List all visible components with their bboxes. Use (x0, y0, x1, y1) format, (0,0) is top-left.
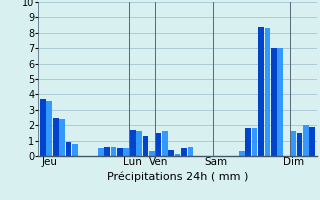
Bar (258, 27, 264, 156)
Bar (130, 130, 136, 156)
Bar (124, 148, 129, 156)
Bar (156, 133, 161, 156)
Bar (162, 131, 168, 156)
Bar (98, 148, 103, 156)
Bar (188, 147, 193, 156)
Bar (136, 131, 142, 156)
Bar (72, 144, 78, 156)
Bar (46, 101, 52, 156)
Bar (168, 150, 174, 156)
Bar (290, 131, 296, 156)
Bar (271, 48, 277, 156)
Bar (297, 133, 302, 156)
Bar (245, 128, 251, 156)
Bar (66, 142, 71, 156)
Bar (149, 151, 155, 156)
Bar (252, 128, 258, 156)
Bar (175, 154, 180, 156)
Bar (181, 148, 187, 156)
Bar (117, 148, 123, 156)
Bar (277, 48, 283, 156)
Bar (309, 127, 315, 156)
Bar (59, 119, 65, 156)
Bar (111, 147, 116, 156)
Bar (40, 99, 46, 156)
Bar (239, 151, 244, 156)
Bar (53, 117, 59, 156)
Bar (265, 28, 270, 156)
X-axis label: Précipitations 24h ( mm ): Précipitations 24h ( mm ) (107, 172, 248, 182)
Bar (303, 125, 309, 156)
Bar (143, 136, 148, 156)
Bar (104, 147, 110, 156)
